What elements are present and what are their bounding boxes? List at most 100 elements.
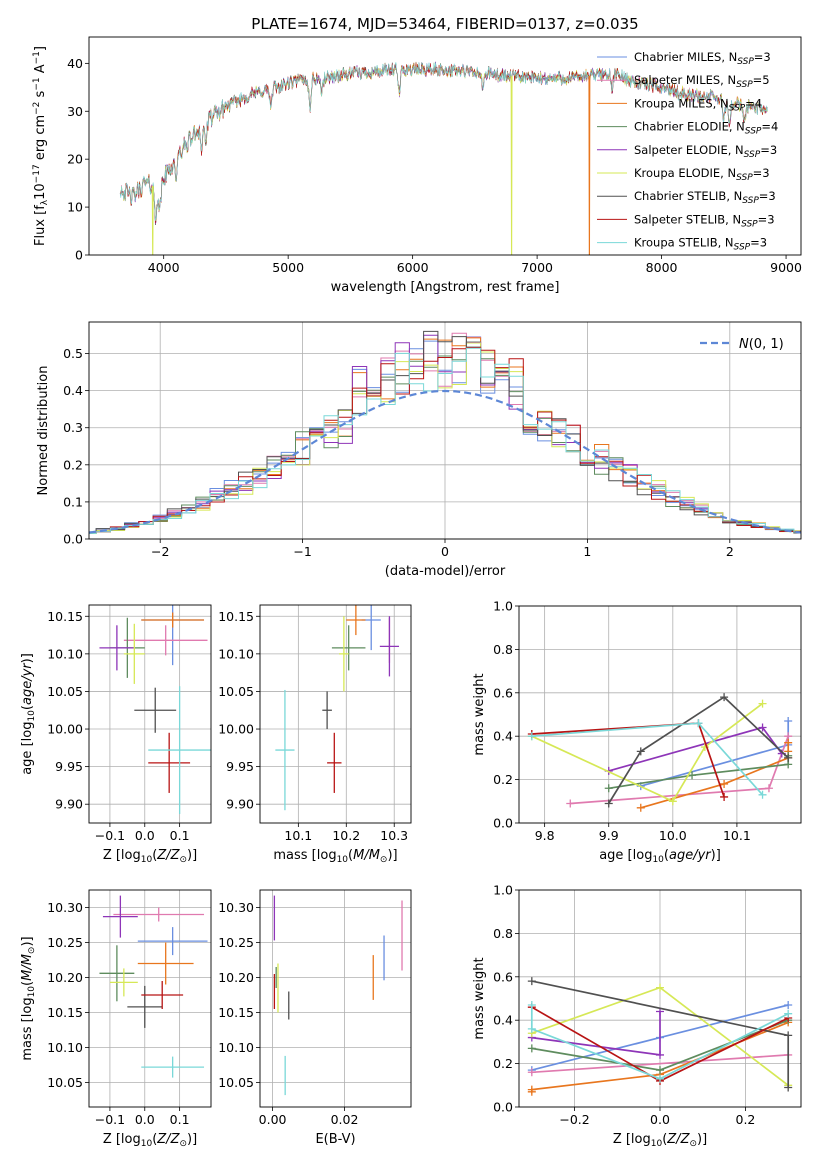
x-tick-label-2: 6000 bbox=[397, 260, 429, 275]
x-tick-label-0: −2 bbox=[151, 544, 169, 559]
y-tick-label-5: 10.15 bbox=[218, 609, 254, 624]
age-vs-mass-point-7 bbox=[327, 732, 342, 793]
x-tick-label-3: 7000 bbox=[521, 260, 553, 275]
y-tick-label-0: 9.90 bbox=[226, 797, 254, 812]
mass-weight-vs-age-series-8 bbox=[527, 719, 767, 799]
y-tick-label-2: 10.15 bbox=[47, 1005, 83, 1020]
y-tick-label-1: 0.1 bbox=[63, 494, 83, 509]
marker-0 bbox=[527, 1068, 536, 1077]
age-vs-Z-plot-area bbox=[99, 605, 211, 814]
x-tick-label-0: 9.8 bbox=[535, 828, 555, 843]
marker-1 bbox=[764, 784, 773, 793]
y-tick-label-2: 0.2 bbox=[63, 457, 83, 472]
y-tick-label-1: 0.2 bbox=[493, 1056, 513, 1071]
spectrum-spike-0 bbox=[151, 186, 154, 255]
y-tick-label-5: 10.30 bbox=[47, 900, 83, 915]
mass-weight-vs-Z-frame: −0.2 0.0 0.2 0.0 0.2 0.4 0.6 0.8 1.0 Z [log10(Z/Z… bbox=[472, 883, 802, 1149]
x-tick-label-3: 1 bbox=[583, 544, 591, 559]
x-tick-label-0: 10.1 bbox=[284, 828, 312, 843]
x-tick-label-1: 0.0 bbox=[135, 1112, 155, 1127]
residuals-frame: −2 −1 0 1 2 0.0 0.1 0.2 0.3 0.4 0.5 N(0, 1) (data-mo… bbox=[36, 321, 802, 579]
x-axis-label: (data-model)/error bbox=[385, 564, 506, 579]
x-axis-label: age [log10(age/yr)] bbox=[599, 848, 721, 865]
marker-0 bbox=[566, 799, 575, 808]
y-tick-label-4: 10.25 bbox=[218, 935, 254, 950]
age-vs-Z-point-8 bbox=[148, 686, 211, 814]
y-tick-label-3: 0.3 bbox=[63, 420, 83, 435]
x-tick-label-2: 0.1 bbox=[170, 1112, 190, 1127]
x-tick-label-1: 9.9 bbox=[599, 828, 619, 843]
age-vs-Z-point-7 bbox=[148, 732, 191, 793]
y-tick-label-3: 10.05 bbox=[47, 684, 83, 699]
age-vs-mass-panel: 10.1 10.2 10.3 9.90 9.95 10.00 10.05 10.10 10.15… bbox=[218, 604, 412, 865]
y-tick-label-3: 10.20 bbox=[47, 970, 83, 985]
x-axis-label: Z [log10(Z/Z⊙)] bbox=[613, 1132, 707, 1149]
y-tick-label-2: 0.4 bbox=[493, 729, 513, 744]
marker-0 bbox=[604, 799, 613, 808]
mass-vs-EBV-frame: 0.00 0.02 10.05 10.10 10.15 10.20 10.25 10.30 E(… bbox=[218, 889, 412, 1147]
legend-entry-normal: N(0, 1) bbox=[739, 337, 784, 352]
marker-0 bbox=[527, 1044, 536, 1053]
y-tick-label-4: 0.4 bbox=[63, 383, 83, 398]
age-vs-mass-point-8 bbox=[275, 689, 295, 811]
marker-1 bbox=[656, 1050, 664, 1059]
x-tick-label-2: 0.1 bbox=[170, 828, 190, 843]
mass-vs-EBV-panel: 0.00 0.02 10.05 10.10 10.15 10.20 10.25 10.30 E(… bbox=[218, 889, 412, 1147]
x-tick-label-4: 2 bbox=[726, 544, 734, 559]
y-tick-label-4: 10.25 bbox=[47, 935, 83, 950]
residuals-plot-area bbox=[89, 330, 801, 534]
y-tick-label-1: 0.2 bbox=[493, 772, 513, 787]
marker-1 bbox=[656, 1066, 664, 1075]
age-vs-Z-point-5 bbox=[123, 623, 145, 684]
age-vs-Z-point-2 bbox=[141, 612, 205, 628]
marker-1 bbox=[656, 983, 664, 992]
marker-3 bbox=[758, 699, 767, 708]
mass-vs-Z-point-8 bbox=[141, 1056, 205, 1078]
marker-3 bbox=[784, 753, 793, 762]
age-vs-mass-plot-area bbox=[275, 605, 400, 811]
y-tick-label-2: 0.4 bbox=[493, 1013, 513, 1028]
legend-entry-5: Kroupa ELODIE, NSSP=3 bbox=[634, 166, 770, 183]
histogram-series-7 bbox=[89, 347, 801, 534]
x-tick-label-2: 10.3 bbox=[380, 828, 408, 843]
marker-0 bbox=[636, 803, 645, 812]
y-tick-label-1: 10.10 bbox=[47, 1040, 83, 1055]
x-tick-label-3: 10.1 bbox=[723, 828, 751, 843]
y-tick-label-4: 10.10 bbox=[47, 646, 83, 661]
y-tick-label-1: 10.10 bbox=[218, 1040, 254, 1055]
x-tick-label-2: 0.2 bbox=[736, 1112, 756, 1127]
mass-weight-vs-age-panel: 9.8 9.9 10.0 10.1 0.0 0.2 0.4 0.6 0.8 1.0 age [log… bbox=[472, 599, 802, 865]
marker-1 bbox=[527, 1085, 536, 1094]
x-tick-label-0: −0.1 bbox=[95, 1112, 125, 1127]
x-tick-label-1: 0.0 bbox=[135, 828, 155, 843]
mass-vs-Z-point-4 bbox=[102, 895, 138, 938]
spectrum-spike-2 bbox=[588, 75, 591, 255]
spectrum-frame: 4000 5000 6000 7000 8000 9000 0 10 20 30 40 wavelen… bbox=[32, 36, 802, 295]
x-axis-label: mass [log10(M/M⊙)] bbox=[273, 848, 397, 865]
legend-entry-6: Chabrier STELIB, NSSP=3 bbox=[634, 189, 776, 206]
y-tick-label-1: 10 bbox=[67, 200, 83, 215]
marker-1 bbox=[668, 797, 677, 806]
marker-0 bbox=[604, 784, 613, 793]
mass-weight-vs-Z-series-2 bbox=[527, 1018, 793, 1096]
spectrum-series-8 bbox=[119, 62, 768, 222]
age-vs-Z-frame: −0.1 0.0 0.1 9.90 9.95 10.00 10.05 10.10 10.15 Z … bbox=[20, 604, 212, 865]
y-tick-label-3: 0.6 bbox=[493, 969, 513, 984]
mass-vs-Z-plot-area bbox=[99, 895, 208, 1078]
y-tick-label-5: 0.5 bbox=[63, 346, 83, 361]
marker-2 bbox=[720, 693, 729, 702]
mass-vs-Z-point-3 bbox=[99, 945, 135, 1002]
marker-2 bbox=[758, 790, 767, 799]
age-vs-mass-frame: 10.1 10.2 10.3 9.90 9.95 10.00 10.05 10.10 10.15… bbox=[218, 604, 412, 865]
y-tick-label-0: 0 bbox=[75, 248, 83, 263]
marker-2 bbox=[720, 792, 729, 801]
y-axis-label: age [log10(age/yr)] bbox=[20, 653, 37, 775]
mass-vs-Z-point-6 bbox=[127, 985, 163, 1028]
mass-vs-Z-point-5 bbox=[109, 968, 138, 997]
y-axis-label: Normed distribution bbox=[36, 366, 51, 496]
marker-0 bbox=[527, 732, 536, 741]
mass-vs-Z-point-2 bbox=[137, 942, 194, 985]
mass-weight-vs-age-frame: 9.8 9.9 10.0 10.1 0.0 0.2 0.4 0.6 0.8 1.0 age [log… bbox=[472, 599, 802, 865]
y-tick-label-5: 1.0 bbox=[493, 599, 513, 614]
